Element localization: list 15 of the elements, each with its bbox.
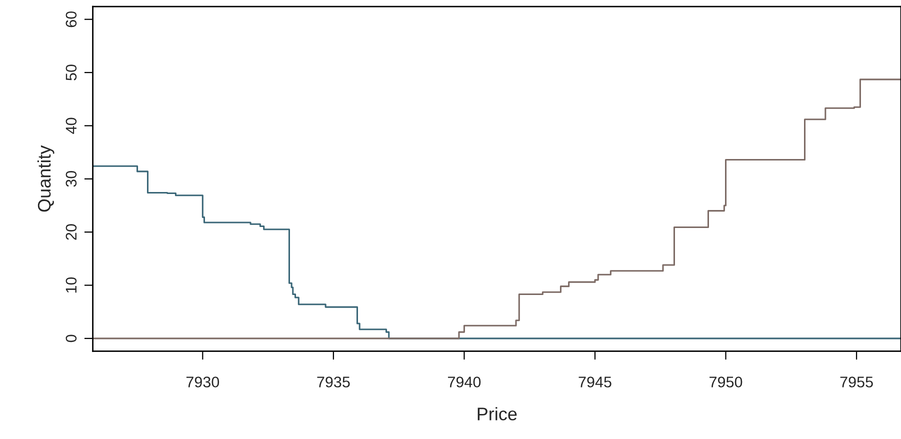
y-axis-title: Quantity xyxy=(37,145,54,212)
y-tick-label: 10 xyxy=(66,277,77,293)
x-tick-label: 7940 xyxy=(448,376,481,388)
x-tick-label: 7935 xyxy=(317,376,350,388)
y-tick-label: 40 xyxy=(66,118,77,134)
y-tick-label: 60 xyxy=(66,11,77,28)
x-tick-label: 7950 xyxy=(710,376,742,388)
x-axis-title: Price xyxy=(478,407,517,420)
y-tick-label: 20 xyxy=(66,224,77,240)
x-tick-label: 7945 xyxy=(578,376,612,388)
x-tick-label: 7930 xyxy=(186,376,220,388)
x-tick-label: 7955 xyxy=(840,376,873,388)
y-tick-label: 0 xyxy=(66,334,77,342)
y-tick-label: 30 xyxy=(66,170,77,187)
y-tick-label: 50 xyxy=(66,64,77,80)
